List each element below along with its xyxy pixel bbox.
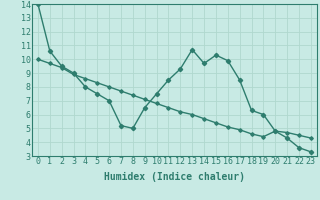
- X-axis label: Humidex (Indice chaleur): Humidex (Indice chaleur): [104, 172, 245, 182]
